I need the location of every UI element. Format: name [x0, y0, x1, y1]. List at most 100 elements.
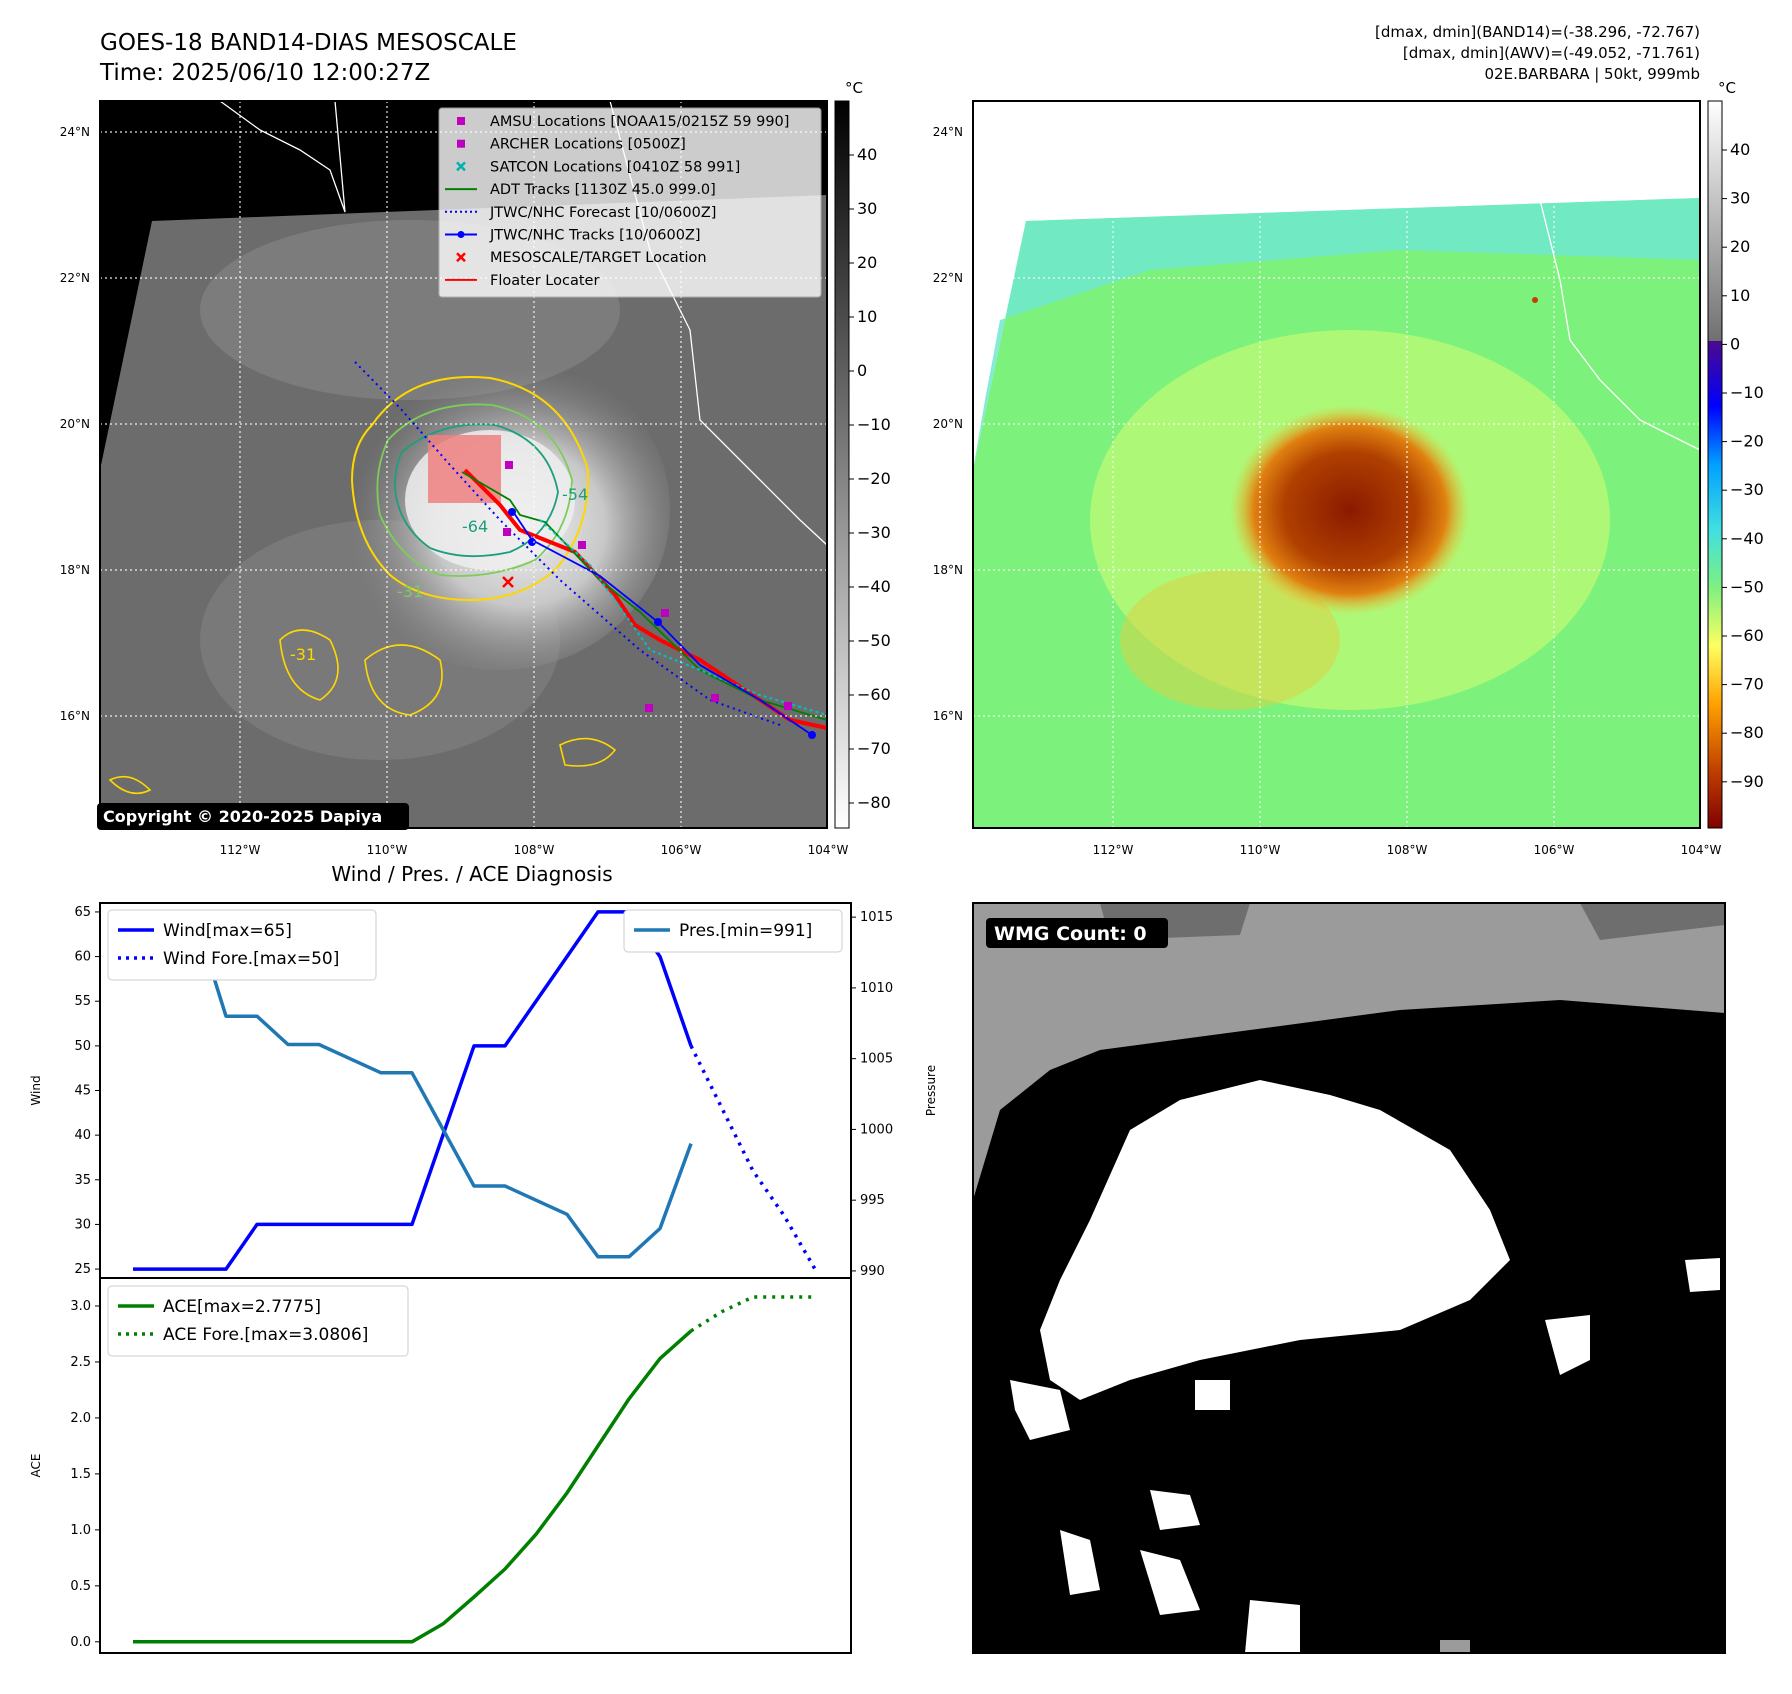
colorbar-tick-label: −30 [857, 523, 891, 542]
chart-legend [107, 909, 377, 981]
lat-tick-label: 16°N [60, 709, 90, 723]
awv-map [972, 100, 1701, 829]
y-tick-label: 55 [74, 994, 91, 1009]
mesoscale-target-marker [502, 576, 514, 588]
colorbar-tick-label: −80 [857, 793, 891, 812]
legend-marker [457, 139, 465, 148]
y-tick-label: 40 [74, 1128, 91, 1143]
colorbar-tick-label: −30 [1730, 480, 1764, 499]
contour-label: -31 [290, 645, 316, 664]
colorbar-tick-label: −90 [1730, 772, 1764, 791]
colorbar-tick-label: −60 [857, 685, 891, 704]
legend-label: ADT Tracks [1130Z 45.0 999.0] [490, 182, 716, 198]
y-axis-label: ACE [29, 1454, 43, 1478]
lat-tick-label: 24°N [60, 125, 90, 139]
y-tick-label: 1.5 [70, 1467, 91, 1482]
y2-tick-label: 990 [860, 1264, 885, 1279]
legend-label: MESOSCALE/TARGET Location [490, 250, 707, 266]
legend-label: ACE Fore.[max=3.0806] [163, 1325, 368, 1345]
colorbar-tick-label: 40 [1730, 140, 1750, 159]
colorbar-tick-label: 0 [857, 361, 867, 380]
lon-tick-label: 110°W [1240, 843, 1281, 857]
wmg-panel: WMG Count: 0 [972, 902, 1726, 1654]
lon-tick-label: 112°W [1093, 843, 1134, 857]
y2-axis-label: Pressure [924, 1065, 938, 1116]
map-frame [99, 100, 828, 829]
colorbar-unit: °C [845, 79, 863, 97]
y-axis-label: Wind [29, 1075, 43, 1105]
y-tick-label: 35 [74, 1173, 91, 1188]
temperature-contours [108, 376, 617, 795]
series-line [133, 910, 693, 1271]
lon-tick-label: 108°W [514, 843, 555, 857]
colorbar-tick-label: −20 [857, 469, 891, 488]
colorbar-tick-label: 20 [1730, 237, 1750, 256]
legend-label: JTWC/NHC Forecast [10/0600Z] [489, 205, 716, 221]
colorbar-tick-label: −60 [1730, 626, 1764, 645]
satcon-track [539, 519, 828, 716]
colorbar-tick-label: −20 [1730, 432, 1764, 451]
y-tick-label: 60 [74, 950, 91, 965]
series-line [133, 915, 693, 1259]
y2-tick-label: 1010 [860, 981, 893, 996]
copyright-text: Copyright © 2020-2025 Dapiya [103, 807, 382, 826]
lat-tick-label: 20°N [933, 417, 963, 431]
amsu-archer-locations [503, 461, 792, 712]
colorbar-tick-label: 10 [1730, 286, 1750, 305]
lon-tick-label: 106°W [1534, 843, 1575, 857]
y-tick-label: 65 [74, 905, 91, 920]
coastline [219, 100, 346, 213]
lat-tick-label: 20°N [60, 417, 90, 431]
colorbar-unit: °C [1718, 79, 1736, 97]
colorbar-tick-label: −50 [1730, 577, 1764, 596]
chart-legend [107, 1285, 409, 1357]
legend-label: Wind[max=65] [163, 921, 292, 941]
chart-legend [623, 909, 843, 953]
lat-tick-label: 18°N [933, 563, 963, 577]
lat-tick-label: 16°N [933, 709, 963, 723]
y-tick-label: 2.5 [70, 1355, 91, 1370]
map-grid [973, 101, 1700, 828]
map-axis-ticks: 112°W 110°W 108°W 106°W 104°W 24°N 22°N 20°N 18°… [60, 125, 849, 857]
copyright-badge [97, 803, 409, 830]
legend-label: ACE[max=2.7775] [163, 1297, 321, 1317]
legend-label: Floater Locater [490, 273, 599, 289]
map-frame [972, 100, 1701, 829]
lon-tick-label: 106°W [661, 843, 702, 857]
wmg-gray-region [973, 903, 1725, 1200]
colorbar-tick-label: −80 [1730, 723, 1764, 742]
colorbar-tick-label: −50 [857, 631, 891, 650]
coastline [1532, 100, 1701, 451]
stats-awv: [dmax, dmin](AWV)=(-49.052, -71.761) [1403, 44, 1700, 62]
legend-label: Wind Fore.[max=50] [163, 949, 339, 969]
lon-tick-label: 104°W [808, 843, 849, 857]
lat-tick-label: 24°N [933, 125, 963, 139]
y-tick-label: 25 [74, 1262, 91, 1277]
y2-tick-label: 1005 [860, 1052, 893, 1067]
lat-tick-label: 18°N [60, 563, 90, 577]
colorbar-tick-label: −40 [857, 577, 891, 596]
storm-info: 02E.BARBARA | 50kt, 999mb [1485, 65, 1700, 83]
legend-label: SATCON Locations [0410Z 58 991] [490, 159, 740, 175]
lon-tick-label: 112°W [220, 843, 261, 857]
colorbar-tick-label: −70 [1730, 675, 1764, 694]
colorbar-tick-label: −10 [857, 415, 891, 434]
colorbar-tick-label: 40 [857, 145, 877, 164]
diagnosis-title: Wind / Pres. / ACE Diagnosis [331, 862, 612, 886]
series-line [689, 1045, 817, 1270]
band14-colorbar: °C 40 30 20 10 0 −10 −20 −30 −40 −50 −60 −70 −80 [834, 79, 891, 829]
colorbar-tick-label: 20 [857, 253, 877, 272]
y-tick-label: 0.0 [70, 1635, 91, 1650]
legend-label: Pres.[min=991] [679, 921, 812, 941]
y2-tick-label: 995 [860, 1193, 885, 1208]
lat-tick-label: 22°N [933, 271, 963, 285]
y-tick-label: 0.5 [70, 1579, 91, 1594]
map-legend: AMSU Locations [NOAA15/0215Z 59 990] ARCH… [438, 107, 822, 298]
lon-tick-label: 104°W [1681, 843, 1722, 857]
colorbar-tick-label: −10 [1730, 383, 1764, 402]
lon-tick-label: 108°W [1387, 843, 1428, 857]
figure-title: GOES-18 BAND14-DIAS MESOSCALE [100, 30, 517, 56]
y-tick-label: 50 [74, 1039, 91, 1054]
colorbar-tick-label: −40 [1730, 529, 1764, 548]
